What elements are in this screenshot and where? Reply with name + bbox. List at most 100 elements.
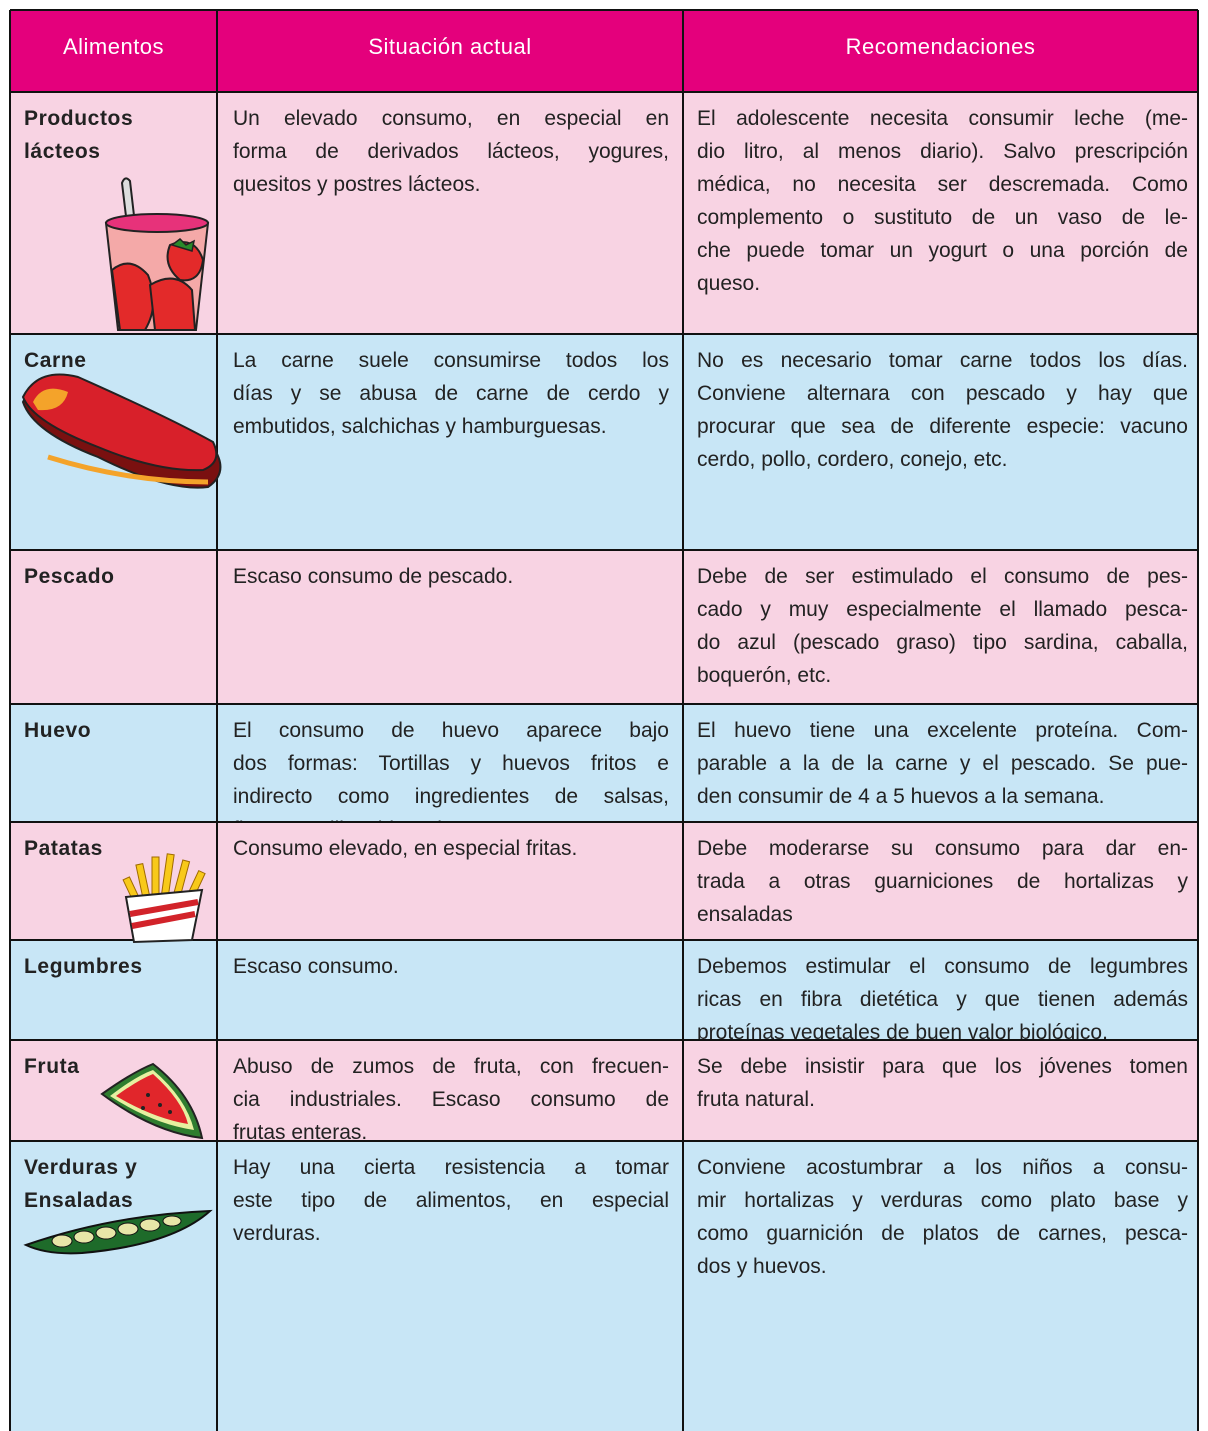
text-line: lácteos: [24, 140, 101, 163]
recommendation-cell: El huevo tiene una excelente proteína. C…: [683, 704, 1198, 822]
text-line: indirecto como ingredientes de salsas,: [233, 785, 669, 808]
text-line: forma de derivados lácteos, yogures,: [233, 140, 669, 163]
header-text: Situación actual: [368, 34, 532, 59]
text-line: Legumbres: [24, 955, 143, 978]
text-line: como guarnición de platos de carnes, pes…: [697, 1222, 1188, 1245]
text-line: boquerón, etc.: [697, 664, 832, 687]
text-line: Escaso consumo de pescado.: [233, 565, 514, 588]
text-line: queso.: [697, 272, 761, 295]
text-line: Ensaladas: [24, 1189, 134, 1212]
text-line: Pescado: [24, 565, 115, 588]
current-cell: El consumo de huevo aparece bajo dos form…: [217, 704, 683, 841]
text-line: dos formas: Tortillas y huevos fritos e: [233, 752, 669, 775]
text-line: cia industriales. Escaso consumo de: [233, 1088, 669, 1111]
watermelon-icon: [100, 1062, 204, 1140]
header-cell: Alimentos: [10, 10, 217, 92]
text-line: Se debe insistir para que los jóvenes to…: [697, 1055, 1188, 1078]
recommendation-cell: El adolescente necesita consumir leche (…: [683, 92, 1198, 334]
text-line: Un elevado consumo, en especial en: [233, 107, 669, 130]
row-border: [10, 703, 1198, 705]
text-line: procurar que sea de diferente especie: v…: [697, 415, 1188, 438]
text-line: Huevo: [24, 719, 92, 742]
text-line: El huevo tiene una excelente proteína. C…: [697, 719, 1188, 742]
row-border: [10, 1140, 1198, 1142]
text-line: ensaladas: [697, 903, 793, 926]
text-line: parable a la de la carne y el pescado. S…: [697, 752, 1188, 775]
header-cell: Recomendaciones: [683, 10, 1198, 92]
text-line: Abuso de zumos de fruta, con frecuen-: [233, 1055, 669, 1078]
text-line: este tipo de alimentos, en especial: [233, 1189, 669, 1212]
text-line: Debe moderarse su consumo para dar en-: [697, 837, 1188, 860]
food-cell: Huevo: [10, 704, 217, 822]
text-line: Hay una cierta resistencia a tomar: [233, 1156, 669, 1179]
text-line: che puede tomar un yogurt o una porción …: [697, 239, 1188, 262]
row-border: [10, 91, 1198, 93]
text-line: Verduras y: [24, 1156, 138, 1179]
text-line: trada a otras guarniciones de hortalizas…: [697, 870, 1188, 893]
row-border: [10, 821, 1198, 823]
text-line: quesitos y postres lácteos.: [233, 173, 481, 196]
recommendation-cell: Conviene acostumbrar a los niños a consu…: [683, 1141, 1198, 1431]
text-line: den consumir de 4 a 5 huevos a la semana…: [697, 785, 1105, 808]
row-border: [10, 1039, 1198, 1041]
text-line: Escaso consumo.: [233, 955, 399, 978]
text-line: cado y muy especialmente el llamado pesc…: [697, 598, 1188, 621]
text-line: Consumo elevado, en especial fritas.: [233, 837, 578, 860]
text-line: La carne suele consumirse todos los: [233, 349, 669, 372]
food-cell: Legumbres: [10, 940, 217, 1040]
text-line: días y se abusa de carne de cerdo y: [233, 382, 669, 405]
row-border: [10, 9, 1198, 11]
current-cell: Un elevado consumo, en especial en forma …: [217, 92, 683, 334]
text-line: Conviene acostumbrar a los niños a consu…: [697, 1156, 1188, 1179]
text-line: do azul (pescado graso) tipo sardina, ca…: [697, 631, 1188, 654]
text-line: Patatas: [24, 837, 103, 860]
meat-icon: [21, 373, 222, 489]
text-line: dos y huevos.: [697, 1255, 827, 1278]
column-border: [216, 10, 218, 1431]
text-line: cerdo, pollo, cordero, conejo, etc.: [697, 448, 1008, 471]
text-line: Conviene alternara con pescado y hay que: [697, 382, 1188, 405]
food-cell: Pescado: [10, 550, 217, 704]
text-line: Debemos estimular el consumo de legumbre…: [697, 955, 1188, 978]
text-line: verduras.: [233, 1222, 321, 1245]
food-cell: Verduras y Ensaladas: [10, 1141, 217, 1431]
row-border: [10, 333, 1198, 335]
text-line: El adolescente necesita consumir leche (…: [697, 107, 1188, 130]
text-line: ricas en fibra dietética y que tienen ad…: [697, 988, 1188, 1011]
pea-pod-icon: [23, 1209, 213, 1255]
header-cell: Situación actual: [217, 10, 683, 92]
current-cell: Escaso consumo.: [217, 940, 683, 1040]
text-line: mir hortalizas y verduras como plato bas…: [697, 1189, 1188, 1212]
text-line: embutidos, salchichas y hamburguesas.: [233, 415, 607, 438]
text-line: No es necesario tomar carne todos los dí…: [697, 349, 1188, 372]
text-line: complemento o sustituto de un vaso de le…: [697, 206, 1188, 229]
recommendation-cell: Debe moderarse su consumo para dar en-tr…: [683, 822, 1198, 940]
text-line: Productos: [24, 107, 134, 130]
recommendation-cell: Se debe insistir para que los jóvenes to…: [683, 1040, 1198, 1141]
text-line: dio litro, al menos diario). Salvo presc…: [697, 140, 1188, 163]
current-cell: Hay una cierta resistencia a tomar este t…: [217, 1141, 683, 1431]
fries-icon: [122, 853, 206, 944]
column-border: [1197, 10, 1199, 1431]
recommendation-cell: Debe de ser estimulado el consumo de pes…: [683, 550, 1198, 704]
text-line: frutas enteras.: [233, 1121, 368, 1144]
recommendation-cell: No es necesario tomar carne todos los dí…: [683, 334, 1198, 550]
text-line: Debe de ser estimulado el consumo de pes…: [697, 565, 1188, 588]
text-line: médica, no necesita ser descremada. Como: [697, 173, 1188, 196]
row-border: [10, 939, 1198, 941]
current-cell: Escaso consumo de pescado.: [217, 550, 683, 704]
text-line: fruta natural.: [697, 1088, 815, 1111]
text-line: El consumo de huevo aparece bajo: [233, 719, 669, 742]
header-text: Alimentos: [62, 34, 165, 59]
column-border: [682, 10, 684, 1431]
header-text: Recomendaciones: [845, 34, 1036, 59]
column-border: [9, 10, 11, 1431]
text-line: proteínas vegetales de buen valor biológ…: [697, 1021, 1108, 1044]
text-line: Carne: [24, 349, 87, 372]
current-cell: La carne suele consumirse todos los días …: [217, 334, 683, 550]
row-border: [10, 549, 1198, 551]
current-cell: Consumo elevado, en especial fritas.: [217, 822, 683, 940]
current-cell: Abuso de zumos de fruta, con frecuen-cia…: [217, 1040, 683, 1144]
